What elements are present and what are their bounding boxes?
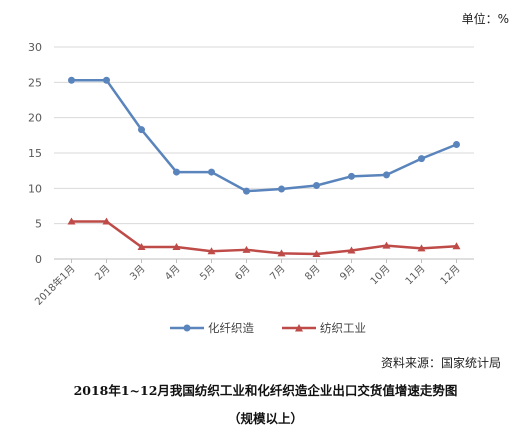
legend-item-0: 化纤织造 <box>170 320 254 336</box>
x-tick-label-11: 12月 <box>438 263 463 288</box>
point-1-5 <box>242 245 251 253</box>
point-0-2 <box>138 126 145 134</box>
point-0-9 <box>383 171 390 179</box>
point-1-0 <box>67 217 76 225</box>
point-0-11 <box>453 141 460 149</box>
x-tick-label-0: 2018年1月 <box>32 262 78 308</box>
x-tick-label-3: 4月 <box>163 263 183 283</box>
point-1-9 <box>382 241 391 249</box>
point-0-0 <box>68 76 75 84</box>
point-0-6 <box>278 185 285 193</box>
point-0-4 <box>208 168 215 176</box>
point-1-4 <box>207 247 216 255</box>
point-0-1 <box>103 76 110 84</box>
point-1-10 <box>417 244 426 252</box>
y-tick-label-4: 20 <box>28 112 42 125</box>
point-0-8 <box>348 172 355 180</box>
series-group <box>67 76 461 258</box>
legend-label-1: 纺织工业 <box>320 321 366 335</box>
y-tick-label-0: 0 <box>35 253 42 266</box>
point-0-3 <box>173 168 180 176</box>
point-1-3 <box>172 242 181 250</box>
y-tick-label-6: 30 <box>28 41 42 54</box>
y-tick-labels: 0 5 10 15 20 25 30 <box>28 41 42 266</box>
point-1-6 <box>277 249 286 257</box>
point-1-11 <box>452 242 461 250</box>
legend: 化纤织造 纺织工业 <box>170 320 366 336</box>
source-note: 资料来源：国家统计局 <box>380 356 501 370</box>
x-tick-label-10: 11月 <box>403 263 428 288</box>
point-0-10 <box>418 155 425 163</box>
y-tick-label-1: 5 <box>35 218 42 231</box>
unit-label: 单位：% <box>461 12 509 26</box>
series-line-0 <box>71 78 457 193</box>
x-tick-labels: 2018年1月 2月 3月 4月 5月 6月 7月 8月 9月 10月 11月 12月 <box>32 262 463 308</box>
y-tick-label-2: 10 <box>28 182 42 195</box>
chart-caption-sub: （规模以上） <box>227 411 303 426</box>
chart-caption: 2018年1~12月我国纺织工业和化纤织造企业出口交货值增速走势图 <box>73 383 458 398</box>
x-tick-label-6: 7月 <box>268 263 288 283</box>
line-chart: 0 5 10 15 20 25 30 2018年1月 2月 3月 4月 5月 6月 7月 8月 9月 10月 1… <box>28 41 474 308</box>
point-1-1 <box>102 217 111 225</box>
legend-marker-triangle-icon <box>282 324 316 332</box>
grid-lines <box>54 46 474 263</box>
y-tick-label-3: 15 <box>28 147 42 160</box>
y-tick-label-5: 25 <box>28 76 42 89</box>
point-0-5 <box>243 187 250 195</box>
x-tick-label-7: 8月 <box>303 263 323 283</box>
point-1-7 <box>312 250 321 258</box>
series-line-1 <box>71 220 457 256</box>
x-tick-label-9: 10月 <box>368 263 393 288</box>
x-tick-label-8: 9月 <box>338 263 358 283</box>
x-tick-label-5: 6月 <box>233 263 253 283</box>
x-tick-label-1: 2月 <box>93 263 113 283</box>
point-0-7 <box>313 182 320 190</box>
x-tick-label-4: 5月 <box>198 263 218 283</box>
legend-label-0: 化纤织造 <box>208 321 254 335</box>
point-1-8 <box>347 246 356 254</box>
legend-item-1: 纺织工业 <box>282 320 366 336</box>
x-tick-label-2: 3月 <box>128 263 148 283</box>
legend-marker-circle-icon <box>170 324 204 332</box>
point-1-2 <box>137 242 146 250</box>
